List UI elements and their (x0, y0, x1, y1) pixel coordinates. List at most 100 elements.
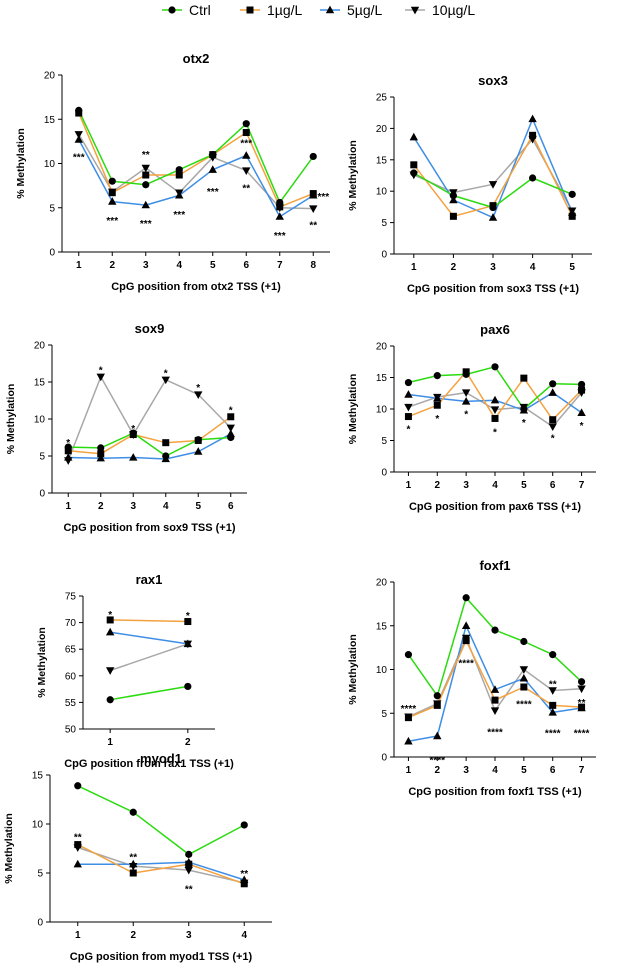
data-point (433, 692, 441, 700)
legend-label: 5µg/L (347, 2, 383, 18)
data-point (490, 685, 500, 693)
series-ctrl (77, 785, 245, 856)
data-point (529, 131, 537, 139)
series-markers-ctrl (404, 594, 586, 700)
data-point (520, 374, 528, 382)
series-ctrl (68, 432, 231, 457)
data-point (577, 685, 586, 694)
data-point (462, 594, 470, 602)
data-point (577, 408, 586, 416)
significance-mark: *** (207, 187, 219, 198)
data-point (227, 433, 235, 442)
data-point (74, 782, 82, 790)
significance-mark: * (406, 425, 410, 436)
significance-mark: ** (74, 833, 82, 844)
series-line (78, 133, 314, 210)
x-axis-label: CpG position from foxf1 TSS (+1) (408, 786, 582, 798)
series-line (78, 139, 314, 218)
series-markers-ctrl (404, 363, 586, 413)
x-tick-label: 4 (530, 262, 536, 273)
x-tick-label: 2 (130, 930, 136, 941)
significance-mark: **** (487, 728, 503, 739)
series-line (77, 861, 245, 881)
data-point (276, 198, 284, 207)
data-point (142, 171, 150, 179)
data-point (74, 131, 83, 139)
data-point (491, 626, 499, 634)
data-point (433, 401, 441, 409)
y-tick-label: 20 (376, 578, 388, 589)
x-tick-label: 2 (435, 480, 441, 491)
series-markers-ctrl (74, 782, 248, 858)
significance-mark: **** (401, 704, 417, 715)
y-tick-label: 75 (65, 592, 77, 603)
x-tick-label: 6 (550, 480, 556, 491)
data-point (461, 621, 471, 629)
y-tick-label: 55 (65, 698, 77, 709)
data-point (64, 447, 72, 455)
significance-mark: * (522, 418, 526, 429)
data-point (449, 195, 458, 204)
x-axis-label: CpG position from sox3 TSS (+1) (407, 283, 579, 295)
data-point (161, 376, 170, 385)
significance-mark: * (131, 424, 135, 435)
data-point (73, 859, 82, 868)
series-line (109, 643, 189, 672)
significance-mark: ** (129, 852, 137, 863)
significance-mark: *** (173, 210, 185, 221)
series-markers-10-g-l (64, 373, 235, 465)
data-point (194, 447, 203, 455)
data-point (275, 212, 284, 220)
series-10-g-l (77, 846, 245, 884)
x-tick-label: 1 (75, 930, 81, 941)
data-point (433, 393, 442, 402)
x-tick-label: 3 (463, 480, 469, 491)
chart-title: myod1 (140, 751, 182, 766)
x-tick-label: 8 (310, 260, 316, 271)
data-point (242, 120, 250, 128)
legend-marker-triangle-up (325, 5, 335, 14)
data-point (64, 453, 73, 461)
x-tick-label: 6 (550, 765, 556, 776)
significance-mark: * (196, 383, 200, 394)
significance-mark: * (229, 405, 233, 416)
data-point (185, 850, 193, 858)
data-point (488, 181, 498, 189)
data-point (108, 189, 116, 197)
series-markers-10-g-l (73, 844, 249, 888)
data-point (309, 205, 318, 214)
y-tick-label: 5 (381, 709, 387, 720)
data-point (519, 666, 529, 674)
legend-item-ctrl: Ctrl (162, 2, 211, 18)
x-tick-label: 4 (163, 501, 169, 512)
data-point (108, 177, 116, 185)
series-line (78, 110, 314, 204)
chart-title: pax6 (480, 322, 510, 337)
y-tick-label: 15 (44, 115, 56, 126)
data-point (404, 378, 413, 387)
x-tick-label: 2 (435, 765, 441, 776)
y-tick-label: 65 (65, 645, 77, 656)
x-tick-label: 3 (143, 260, 149, 271)
data-point (568, 212, 576, 220)
x-axis-label: CpG position from sox9 TSS (+1) (63, 522, 235, 534)
chart-myod1: myod1 0 5 10 15 1 2 3 4 CpG position from myod1 T… (3, 751, 272, 963)
significance-mark: **** (458, 659, 474, 670)
significance-mark: *** (317, 192, 329, 203)
chart-rax1: rax1 50 55 60 65 70 75 1 2 CpG position from rax1… (36, 572, 234, 770)
data-point (519, 673, 529, 682)
data-point (129, 453, 138, 461)
y-axis-label: % Methylation (347, 140, 359, 211)
x-axis-label: CpG position from pax6 TSS (+1) (409, 501, 581, 513)
data-point (568, 190, 576, 198)
series-markers-ctrl (106, 682, 192, 704)
data-point (242, 129, 250, 137)
data-point (520, 637, 528, 646)
y-axis-label: % Methylation (15, 128, 27, 199)
y-axis-label: % Methylation (3, 813, 15, 884)
series-markers-10-g-l (404, 389, 586, 432)
data-point (142, 181, 150, 189)
data-point (105, 627, 115, 636)
series-line (78, 112, 314, 208)
